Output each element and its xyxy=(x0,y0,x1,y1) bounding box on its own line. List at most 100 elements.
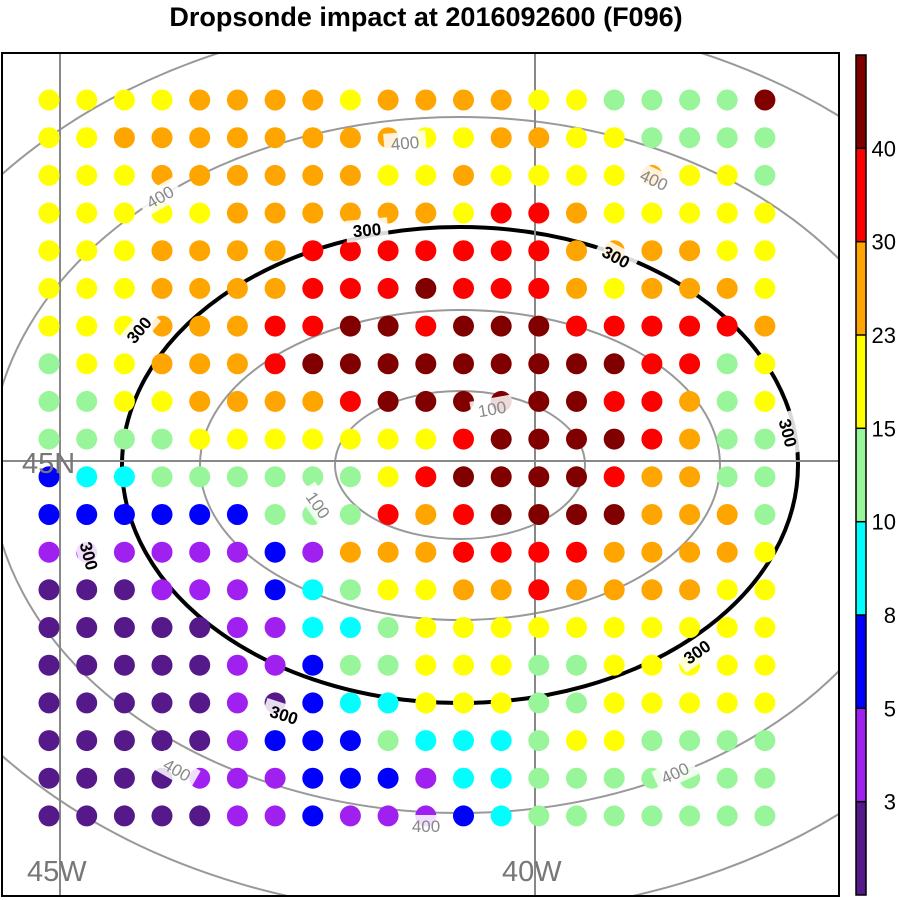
impact-dot xyxy=(113,353,135,375)
impact-dot xyxy=(76,579,98,601)
impact-dot xyxy=(679,164,701,186)
contour-label: 300 xyxy=(775,417,801,449)
impact-dot xyxy=(339,202,361,224)
impact-dot xyxy=(38,315,60,337)
contour-label: 400 xyxy=(390,133,420,154)
impact-dot xyxy=(151,127,173,149)
chart-title: Dropsonde impact at 2016092600 (F096) xyxy=(169,2,683,32)
impact-dot xyxy=(528,730,550,752)
impact-dot xyxy=(302,202,324,224)
impact-dot xyxy=(302,805,324,827)
impact-dot xyxy=(151,390,173,412)
impact-dot xyxy=(151,654,173,676)
impact-dot xyxy=(113,89,135,111)
colorbar-segment xyxy=(856,801,866,895)
impact-dot xyxy=(302,164,324,186)
impact-dot xyxy=(641,730,663,752)
impact-dot xyxy=(264,428,286,450)
impact-dot xyxy=(453,692,474,714)
impact-dot xyxy=(264,277,286,299)
impact-dot xyxy=(453,730,474,752)
impact-dot xyxy=(528,692,550,714)
impact-dot xyxy=(716,579,738,601)
impact-dot xyxy=(641,390,663,412)
impact-dot xyxy=(415,428,437,450)
impact-dot xyxy=(603,277,625,299)
impact-dot xyxy=(490,730,512,752)
impact-dot xyxy=(264,240,286,262)
impact-dot xyxy=(415,692,437,714)
impact-dot xyxy=(528,277,550,299)
contour-label: 100 xyxy=(476,398,507,422)
impact-dot xyxy=(189,654,211,676)
impact-dot xyxy=(264,579,286,601)
impact-dot xyxy=(415,617,437,638)
impact-dot xyxy=(377,541,399,563)
impact-dot xyxy=(679,89,701,111)
impact-dot xyxy=(226,692,248,714)
impact-dot xyxy=(641,654,663,676)
impact-dot xyxy=(226,164,248,186)
impact-dot xyxy=(264,541,286,563)
impact-dot xyxy=(302,315,324,337)
impact-dot xyxy=(226,654,248,676)
impact-dot xyxy=(189,504,211,525)
impact-dot xyxy=(716,277,738,299)
impact-dot xyxy=(453,617,474,638)
contour-label: 400 xyxy=(412,817,440,836)
impact-dot xyxy=(113,805,135,827)
impact-dot xyxy=(339,89,361,111)
impact-dot xyxy=(226,240,248,262)
impact-dot xyxy=(113,654,135,676)
impact-dot xyxy=(38,127,60,149)
colorbar-segment xyxy=(856,708,866,802)
impact-dot xyxy=(76,654,98,676)
impact-dot xyxy=(566,89,587,111)
impact-dot xyxy=(566,579,587,601)
impact-dot xyxy=(377,164,399,186)
impact-dot xyxy=(490,89,512,111)
impact-dot xyxy=(38,164,60,186)
impact-dot xyxy=(528,579,550,601)
colorbar-label: 15 xyxy=(872,416,896,441)
impact-dot xyxy=(151,504,173,525)
impact-dot xyxy=(264,805,286,827)
impact-dot xyxy=(679,390,701,412)
impact-dot xyxy=(76,504,98,525)
impact-dot xyxy=(76,767,98,789)
impact-dot xyxy=(264,466,286,488)
impact-dot xyxy=(754,164,776,186)
impact-dot xyxy=(377,504,399,525)
impact-dot xyxy=(453,353,474,375)
impact-dot xyxy=(151,89,173,111)
impact-dot xyxy=(754,202,776,224)
impact-dot xyxy=(415,767,437,789)
impact-dot xyxy=(38,654,60,676)
impact-dot xyxy=(76,466,98,488)
impact-dot xyxy=(603,428,625,450)
impact-dot xyxy=(76,353,98,375)
impact-dot xyxy=(603,390,625,412)
impact-dot xyxy=(490,805,512,827)
impact-dot xyxy=(226,277,248,299)
impact-dot xyxy=(415,730,437,752)
impact-dot xyxy=(339,541,361,563)
impact-dot xyxy=(453,390,474,412)
impact-dot xyxy=(453,164,474,186)
impact-dot xyxy=(754,767,776,789)
impact-dot xyxy=(679,692,701,714)
impact-dot xyxy=(113,164,135,186)
impact-dot xyxy=(113,579,135,601)
impact-dot xyxy=(415,541,437,563)
map-frame xyxy=(1,52,840,897)
impact-dot xyxy=(603,767,625,789)
colorbar: 3 5 8 10 15 23 30 40 xyxy=(855,54,896,896)
impact-dot xyxy=(528,541,550,563)
impact-dot xyxy=(151,277,173,299)
impact-dot xyxy=(76,202,98,224)
impact-dot xyxy=(490,240,512,262)
impact-dot xyxy=(603,466,625,488)
colorbar-label: 23 xyxy=(872,323,896,348)
impact-dot xyxy=(415,579,437,601)
impact-dot xyxy=(528,89,550,111)
